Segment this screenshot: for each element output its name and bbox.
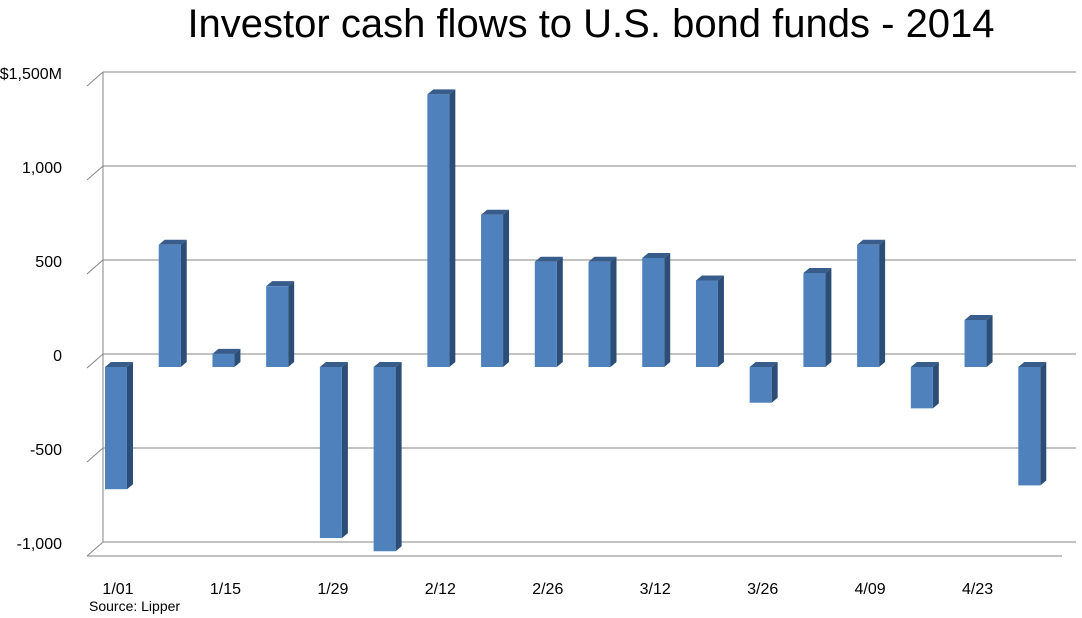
x-tick-label: 4/09 <box>855 581 886 598</box>
grid-lines <box>86 71 1076 557</box>
y-tick-label: $1,500M <box>0 66 62 83</box>
chart-title: Investor cash flows to U.S. bond funds -… <box>187 2 995 46</box>
bar <box>910 362 939 409</box>
x-tick-label: 2/12 <box>425 581 456 598</box>
y-tick-label: 0 <box>53 348 62 365</box>
bar <box>105 362 133 490</box>
bar <box>212 348 241 367</box>
bar <box>481 209 510 367</box>
bar <box>1018 362 1047 486</box>
y-tick-label: 500 <box>35 254 62 271</box>
bar <box>158 239 187 367</box>
source-note: Source: Lipper <box>89 598 181 614</box>
y-tick-label: -1,000 <box>17 536 62 553</box>
bar <box>749 362 778 403</box>
x-tick-label: 1/15 <box>210 581 241 598</box>
y-axis-tick-labels: -1,000 -500 0 500 1,000 $1,500M <box>0 66 62 553</box>
bar <box>588 256 617 367</box>
bar <box>964 315 993 367</box>
x-tick-label: 4/23 <box>962 581 993 598</box>
bar <box>373 362 402 552</box>
bars <box>105 89 1047 552</box>
y-tick-label: 1,000 <box>22 160 62 177</box>
x-tick-label: 3/26 <box>747 581 778 598</box>
bar <box>803 268 832 367</box>
grid-line-diag <box>86 165 104 181</box>
bar <box>266 281 295 367</box>
bar <box>695 275 724 367</box>
grid-line-diag <box>86 71 104 87</box>
y-tick-label: -500 <box>30 442 62 459</box>
bar <box>857 239 886 367</box>
x-tick-label: 1/01 <box>102 581 133 598</box>
bar <box>427 89 456 368</box>
x-tick-label: 3/12 <box>640 581 671 598</box>
bar <box>319 362 348 539</box>
x-tick-label: 2/26 <box>532 581 563 598</box>
bar <box>642 252 671 367</box>
bar <box>534 256 563 367</box>
grid-line-diag <box>86 541 104 557</box>
grid-line-diag <box>86 447 104 463</box>
x-tick-label: 1/29 <box>317 581 348 598</box>
x-axis-tick-labels: 1/01 1/15 1/29 2/12 2/26 3/12 3/26 4/09 4/23 <box>102 581 993 598</box>
grid-line-diag <box>86 259 104 275</box>
grid-line-diag <box>86 353 104 369</box>
